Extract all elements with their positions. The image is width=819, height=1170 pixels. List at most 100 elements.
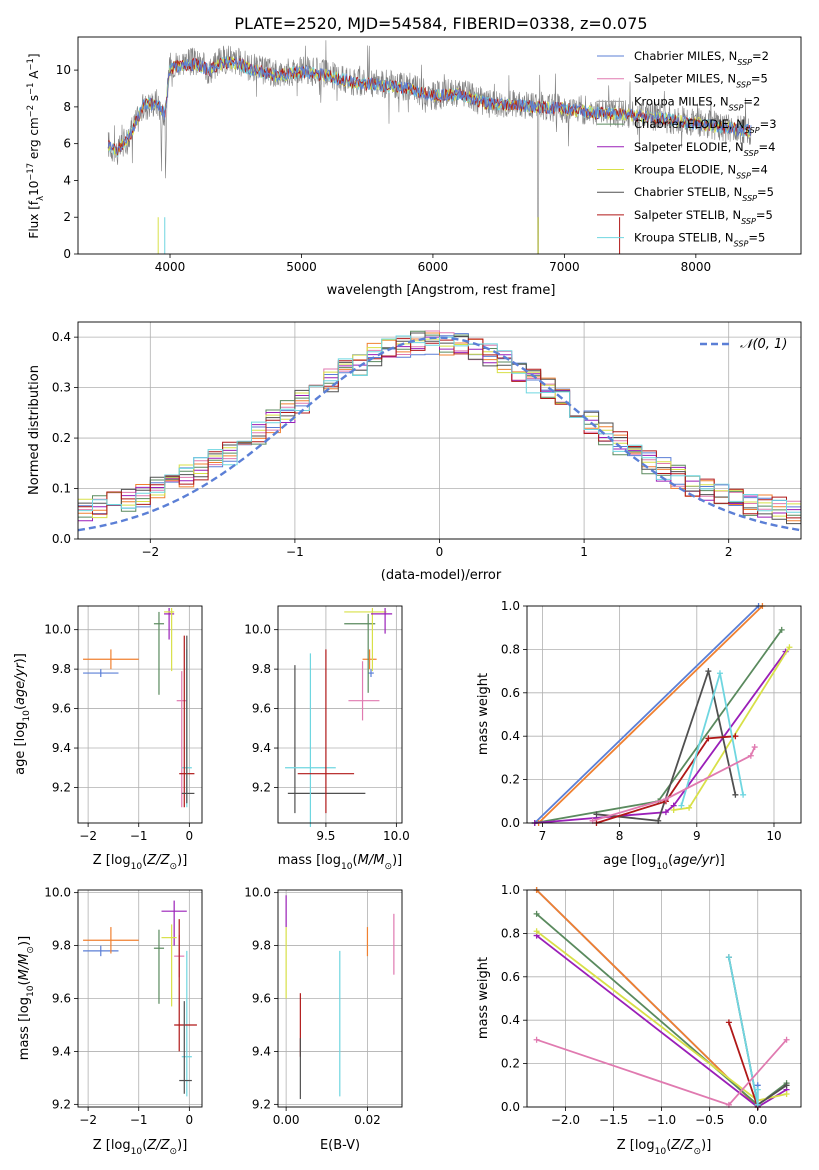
plot-area: [83, 607, 195, 808]
y-tick-label: 4: [63, 173, 71, 187]
grid: [78, 606, 202, 823]
grid: [278, 606, 402, 823]
weight-marker: [533, 928, 540, 935]
error-bar-point: [179, 1001, 192, 1094]
error-bar-point: [83, 945, 119, 957]
axis-label: age [log10(age/yr)]: [603, 853, 725, 872]
y-tick-label: 0.1: [52, 482, 71, 496]
x-tick-label: −1: [286, 545, 304, 559]
weight-marker: [678, 802, 685, 809]
axes-residuals: −2 −1 0 1 2 0.0 0.1 0.2 0.3 0.4 (data-model)/error…: [27, 321, 802, 583]
y-tick-label: 9.6: [52, 992, 71, 1006]
weight-marker: [533, 1036, 540, 1043]
residual-histogram: [78, 335, 801, 522]
plot-area: [285, 607, 393, 827]
axes-frame: [277, 889, 403, 1108]
legend-label: Kroupa MILES, NSSP=2: [634, 94, 760, 112]
weight-line: [537, 605, 764, 824]
error-bar-point: [161, 900, 187, 946]
weight-line: [728, 1022, 759, 1108]
figure-title: PLATE=2520, MJD=54584, FIBERID=0338, z=0…: [234, 14, 647, 33]
y-tick-label: 10.0: [244, 623, 271, 637]
legend-label: Chabrier ELODIE, NSSP=3: [634, 117, 777, 135]
weight-marker: [593, 811, 600, 818]
error-bar-point: [287, 665, 366, 814]
weight-marker: [662, 809, 669, 816]
error-bar-point: [83, 927, 139, 954]
legend-label: Chabrier MILES, NSSP=2: [634, 49, 769, 67]
x-axis-label: mass [log10(M/M⊙)]: [278, 853, 402, 872]
x-tick-label: 9.5: [316, 829, 335, 843]
y-tick-label: 9.6: [252, 992, 271, 1006]
y-tick-label: 9.4: [52, 1044, 71, 1058]
weight-marker: [725, 1019, 732, 1026]
weight-marker: [662, 796, 669, 803]
legend-label: Chabrier STELIB, NSSP=5: [634, 185, 774, 203]
weight-marker: [670, 806, 677, 813]
y-tick-label: 10.0: [44, 623, 71, 637]
y-tick-label: 8: [63, 100, 71, 114]
plot-area: [531, 603, 793, 826]
error-bar-point: [83, 649, 139, 670]
legend-label: 𝒩(0, 1): [740, 337, 787, 352]
y-tick-label: 9.8: [252, 662, 271, 676]
x-tick-label: 10.0: [383, 829, 410, 843]
x-axis-label: wavelength [Angstrom, rest frame]: [327, 283, 556, 298]
x-tick-label: 0.00: [273, 1113, 300, 1127]
y-tick-label: 6: [63, 137, 71, 151]
y-tick-label: 9.4: [252, 1044, 271, 1058]
legend-label: Salpeter MILES, NSSP=5: [634, 72, 768, 90]
axes-z-age: −2 −1 0 9.2 9.4 9.6 9.8 10.0 Z [log10(Z/Z⊙)] age …: [13, 605, 203, 872]
weight-line: [596, 667, 737, 822]
y-tick-label: 0.6: [501, 686, 520, 700]
weight-line: [592, 746, 756, 822]
weight-line: [534, 629, 783, 824]
grid: [527, 605, 801, 824]
axes-z-weight: −2.0 −1.5 −1.0 −0.5 0.0 0.0 0.2 0.4 0.6 0.8 1.0 Z […: [476, 883, 802, 1157]
y-tick-label: 10.0: [244, 886, 271, 900]
x-tick-label: −1.0: [647, 1113, 676, 1127]
x-tick-label: 9: [693, 829, 701, 843]
y-tick-label: 0.2: [52, 431, 71, 445]
y-tick-label: 9.6: [252, 702, 271, 716]
error-bar-point: [181, 950, 192, 1097]
y-tick-label: 2: [63, 210, 71, 224]
y-tick-label: 0.0: [52, 532, 71, 546]
y-tick-label: 9.2: [52, 1097, 71, 1111]
x-tick-label: −0.5: [695, 1113, 724, 1127]
y-tick-label: 0.8: [501, 642, 520, 656]
y-tick-label: 0.2: [501, 773, 520, 787]
x-tick-label: 6000: [418, 260, 449, 274]
gaussian-curve: [78, 336, 801, 532]
y-tick-label: 0.3: [52, 381, 71, 395]
weight-line: [534, 605, 760, 824]
x-tick-label: 4000: [155, 260, 186, 274]
axes-ebv-mass: 0.00 0.02 9.2 9.4 9.6 9.8 10.0 E(B-V): [244, 886, 403, 1153]
y-axis-label: Flux [fλ10−17 erg cm−2 s−1 A−1]: [25, 53, 45, 238]
y-tick-label: 9.8: [52, 939, 71, 953]
legend: Chabrier MILES, NSSP=2 Salpeter MILES, NS…: [597, 49, 777, 248]
weight-marker: [732, 733, 739, 740]
error-bar-point: [344, 607, 387, 672]
x-axis-label: Z [log10(Z/Z⊙)]: [617, 1138, 712, 1157]
legend-label: Kroupa STELIB, NSSP=5: [634, 231, 765, 249]
weight-marker: [786, 644, 793, 651]
x-tick-label: 0: [186, 829, 194, 843]
axes-mass-age: 9.5 10.0 9.2 9.4 9.6 9.8 10.0 mass [log10(M/M⊙)…: [244, 605, 410, 872]
error-bar-point: [297, 649, 355, 814]
weight-marker: [754, 1086, 761, 1093]
y-tick-label: 0: [63, 247, 71, 261]
weight-marker: [705, 668, 712, 675]
grid: [527, 889, 801, 1108]
axes-age-weight: 7 8 9 10 0.0 0.2 0.4 0.6 0.8 1.0 age [log10(age/yr…: [476, 599, 802, 872]
y-tick-label: 0.0: [501, 1100, 520, 1114]
y-tick-label: 9.2: [52, 780, 71, 794]
x-tick-label: 0: [186, 1113, 194, 1127]
legend: 𝒩(0, 1): [700, 337, 787, 352]
x-tick-label: −2: [141, 545, 159, 559]
x-tick-label: 1: [580, 545, 588, 559]
axes-frame: [77, 321, 802, 540]
legend-label: Salpeter ELODIE, NSSP=4: [634, 140, 775, 158]
x-axis-label: mass [log10(M/M⊙)]: [17, 936, 36, 1060]
